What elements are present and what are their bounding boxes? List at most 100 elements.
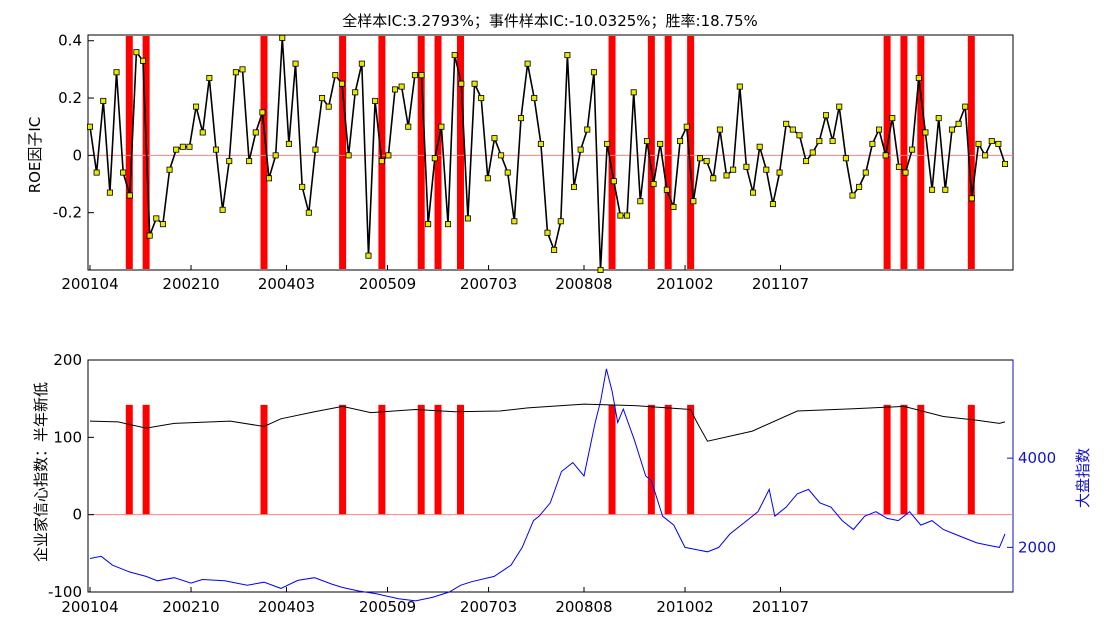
- event-bar: [917, 404, 925, 515]
- ic-point: [982, 152, 989, 159]
- ic-point: [942, 186, 949, 193]
- ic-point: [584, 126, 591, 133]
- ic-point: [279, 34, 286, 41]
- ic-point: [252, 129, 259, 136]
- ic-point: [889, 115, 896, 122]
- ic-point: [106, 189, 113, 196]
- ic-point: [909, 146, 916, 153]
- ic-point: [332, 72, 339, 79]
- event-bar: [339, 404, 347, 515]
- ic-point: [372, 97, 379, 104]
- ic-point: [571, 183, 578, 190]
- ic-point: [87, 123, 94, 130]
- ic-point: [219, 206, 226, 213]
- ic-point: [345, 152, 352, 159]
- ic-point: [133, 49, 140, 56]
- ic-point: [266, 175, 273, 182]
- ic-point: [637, 198, 644, 205]
- event-bar: [125, 404, 133, 515]
- event-bar: [900, 404, 908, 515]
- ic-point: [842, 155, 849, 162]
- ic-point: [763, 166, 770, 173]
- y-tick-label: 0.2: [58, 89, 82, 107]
- ic-point: [716, 126, 723, 133]
- ic-point: [730, 166, 737, 173]
- ic-point: [259, 109, 266, 116]
- y-right-tick-label: 2000: [1018, 538, 1056, 556]
- ic-point: [212, 146, 219, 153]
- ic-point: [657, 140, 664, 147]
- ic-point: [710, 175, 717, 182]
- ic-point: [405, 123, 412, 130]
- event-bar: [967, 404, 975, 515]
- ic-point: [100, 97, 107, 104]
- ic-point: [478, 95, 485, 102]
- event-bar: [917, 36, 925, 269]
- ic-point: [995, 140, 1002, 147]
- ic-point: [836, 103, 843, 110]
- ic-point: [120, 169, 127, 176]
- ic-point: [411, 72, 418, 79]
- event-bar: [900, 36, 908, 269]
- ic-point: [915, 74, 922, 81]
- ic-point: [630, 89, 637, 96]
- ic-point: [683, 123, 690, 130]
- ic-point: [299, 183, 306, 190]
- ic-point: [358, 60, 365, 67]
- event-bar: [142, 404, 150, 515]
- event-bar: [647, 404, 655, 515]
- ic-point: [736, 83, 743, 90]
- ic-point: [849, 192, 856, 199]
- ic-point: [511, 218, 518, 225]
- ic-point: [285, 140, 292, 147]
- ic-point: [650, 181, 657, 188]
- event-bar: [664, 404, 672, 515]
- x-tick-label: 200509: [359, 275, 416, 293]
- ic-point: [783, 120, 790, 127]
- ic-point: [895, 163, 902, 170]
- plot-area: [87, 359, 1014, 593]
- y-tick-label: 200: [53, 351, 82, 369]
- ic-point: [471, 80, 478, 87]
- y-axis-label: 企业家信心指数：半年新低: [32, 382, 50, 562]
- x-tick-label: 201002: [656, 598, 713, 616]
- x-tick-label: 200210: [162, 275, 219, 293]
- event-bar: [260, 36, 268, 269]
- ic-point: [491, 135, 498, 142]
- ic-point: [697, 155, 704, 162]
- event-bar: [434, 36, 442, 269]
- y-right-tick-label: 4000: [1018, 449, 1056, 467]
- ic-point: [365, 252, 372, 259]
- event-bar: [664, 36, 672, 269]
- ic-point: [445, 221, 452, 228]
- ic-point: [876, 126, 883, 133]
- event-bar: [687, 36, 695, 269]
- ic-point: [862, 169, 869, 176]
- x-tick-label: 201002: [656, 275, 713, 293]
- y-tick-label: 0: [72, 146, 82, 164]
- event-bar: [434, 404, 442, 515]
- ic-point: [517, 115, 524, 122]
- event-bar: [417, 36, 425, 269]
- ic-point: [226, 158, 233, 165]
- event-bar: [417, 404, 425, 515]
- ic-point: [458, 80, 465, 87]
- ic-point: [776, 169, 783, 176]
- ic-point: [617, 212, 624, 219]
- ic-point: [610, 178, 617, 185]
- ic-point: [484, 175, 491, 182]
- ic-point: [385, 152, 392, 159]
- ic-point: [352, 89, 359, 96]
- ic-point: [305, 209, 312, 216]
- ic-point: [206, 74, 213, 81]
- ic-point: [564, 52, 571, 59]
- ic-point: [551, 246, 558, 253]
- ic-point: [126, 192, 133, 199]
- ic-point: [822, 112, 829, 119]
- ic-point: [232, 69, 239, 76]
- y-tick-label: 100: [53, 428, 82, 446]
- event-bar: [125, 36, 133, 269]
- x-tick-label: 200703: [460, 275, 517, 293]
- ic-point: [590, 69, 597, 76]
